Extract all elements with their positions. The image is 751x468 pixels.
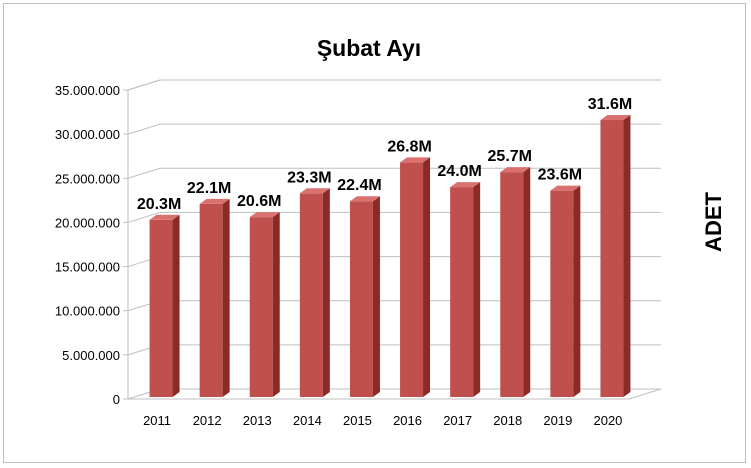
bar	[199, 198, 230, 397]
y-tick-label: 25.000.000	[55, 171, 120, 186]
x-tick-label: 2015	[343, 413, 372, 428]
bar-side	[523, 167, 531, 397]
bar-top	[149, 214, 180, 220]
gridline	[127, 123, 661, 135]
x-axis-ticks: 2011 2012 2013 2014 2015 2016 2017 2018 2019 2020	[143, 413, 622, 428]
bar-side	[473, 182, 481, 397]
x-tick-label: 2011	[143, 413, 171, 428]
bar-side	[623, 115, 631, 397]
bar-side	[222, 198, 230, 397]
bar-front	[199, 203, 223, 397]
bar-side	[172, 214, 180, 397]
x-tick-label: 2018	[493, 413, 522, 428]
bar-front	[400, 162, 424, 397]
x-tick-label: 2020	[593, 413, 622, 428]
bar-side	[423, 157, 431, 397]
bar-front	[249, 217, 273, 397]
bar-top	[199, 198, 230, 204]
x-tick-label: 2019	[543, 413, 572, 428]
bar	[149, 214, 180, 397]
bar	[349, 196, 380, 397]
bar-front	[550, 190, 574, 397]
chart-frame: Şubat Ayı 0 5.000.000 10.000.000 15.000.000…	[3, 3, 746, 463]
data-label: 20.6M	[237, 193, 281, 210]
y-tick-label: 15.000.000	[55, 260, 120, 275]
gridline	[127, 211, 661, 223]
bar	[400, 157, 431, 397]
x-tick-label: 2016	[393, 413, 422, 428]
x-tick-label: 2013	[243, 413, 272, 428]
y-tick-label: 5.000.000	[62, 348, 120, 363]
bar-top	[249, 212, 280, 218]
bar-front	[349, 201, 373, 397]
bar	[550, 185, 581, 397]
data-label: 25.7M	[488, 148, 532, 165]
bar	[500, 167, 531, 397]
data-label: 24.0M	[437, 163, 481, 180]
bar-top	[600, 115, 631, 121]
bar-top	[299, 188, 330, 194]
bar-front	[299, 193, 323, 397]
bar-side	[322, 188, 330, 397]
bar-top	[550, 185, 581, 191]
bar-top	[500, 167, 531, 173]
data-labels: 20.3M 22.1M 20.6M 23.3M 22.4M 26.8M 24.0M 25.7M…	[137, 96, 632, 213]
data-label: 23.6M	[538, 167, 582, 184]
y-tick-label: 30.000.000	[55, 127, 120, 142]
bar-side	[573, 185, 581, 397]
x-tick-label: 2014	[293, 413, 322, 428]
bars	[149, 115, 631, 397]
data-label: 20.3M	[137, 196, 181, 213]
gridline	[127, 167, 661, 179]
bar	[450, 182, 481, 397]
bar	[249, 212, 280, 397]
bar-top	[349, 196, 380, 202]
bar-front	[149, 219, 173, 397]
bar-front	[600, 120, 624, 397]
y-tick-label: 0	[113, 392, 120, 407]
data-label: 31.6M	[588, 96, 632, 113]
x-tick-label: 2017	[443, 413, 472, 428]
back-wall-top-edge	[127, 79, 661, 91]
data-label: 22.1M	[187, 180, 231, 197]
bar-chart: Şubat Ayı 0 5.000.000 10.000.000 15.000.000…	[55, 35, 726, 428]
bar-front	[500, 172, 524, 397]
data-label: 26.8M	[387, 138, 431, 155]
chart-title: Şubat Ayı	[317, 35, 421, 61]
bar-side	[372, 196, 380, 397]
bar-side	[272, 212, 280, 397]
gridline	[127, 79, 661, 91]
data-label: 23.3M	[287, 169, 331, 186]
y-tick-label: 10.000.000	[55, 304, 120, 319]
y-axis-ticks: 0 5.000.000 10.000.000 15.000.000 20.000.000…	[55, 83, 128, 407]
bar	[600, 115, 631, 397]
data-label: 22.4M	[337, 177, 381, 194]
y-axis-label: ADET	[701, 191, 726, 251]
bar-front	[450, 187, 474, 397]
y-tick-label: 35.000.000	[55, 83, 120, 98]
y-tick-label: 20.000.000	[55, 215, 120, 230]
bar	[299, 188, 330, 397]
x-tick-label: 2012	[193, 413, 222, 428]
bar-top	[400, 157, 431, 163]
bar-top	[450, 182, 481, 188]
